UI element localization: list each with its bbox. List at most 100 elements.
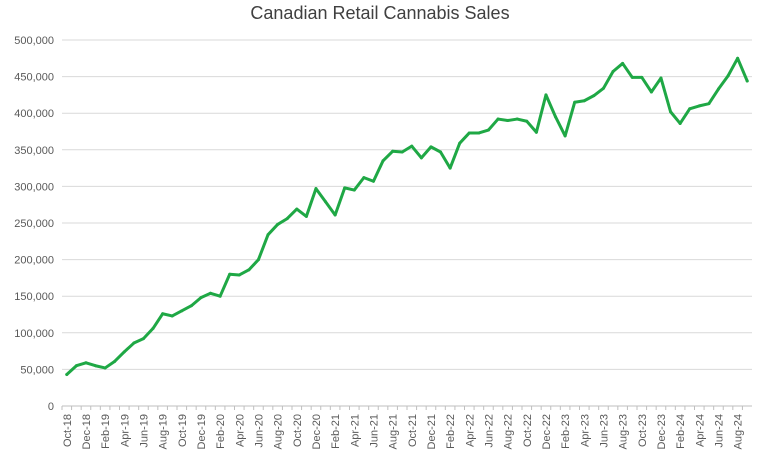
- data-point: [448, 166, 452, 170]
- x-tick-label: Apr-22: [464, 414, 476, 447]
- y-tick-label: 400,000: [14, 108, 54, 120]
- data-point: [477, 131, 481, 135]
- data-point: [180, 309, 184, 313]
- data-point: [103, 366, 107, 370]
- data-point: [640, 75, 644, 79]
- x-tick-label: Apr-23: [579, 414, 591, 447]
- y-tick-label: 50,000: [20, 364, 54, 376]
- data-point: [563, 134, 567, 138]
- x-tick-label: Aug-23: [618, 414, 630, 449]
- x-tick-label: Aug-22: [503, 414, 515, 449]
- data-point: [467, 131, 471, 135]
- data-point: [429, 145, 433, 149]
- data-point: [122, 350, 126, 354]
- data-point: [237, 273, 241, 277]
- data-point: [74, 364, 78, 368]
- y-tick-label: 0: [48, 401, 54, 413]
- data-point: [189, 304, 193, 308]
- data-point: [65, 373, 69, 377]
- x-tick-label: Oct-23: [637, 414, 649, 447]
- data-point: [151, 326, 155, 330]
- x-tick-label: Jun-23: [598, 414, 610, 448]
- data-point: [333, 213, 337, 217]
- data-point: [515, 117, 519, 121]
- data-point: [266, 233, 270, 237]
- data-point: [228, 272, 232, 276]
- y-tick-label: 300,000: [14, 181, 54, 193]
- data-point: [582, 99, 586, 103]
- series-layer: [65, 56, 749, 377]
- x-tick-label: Jun-21: [368, 414, 380, 448]
- data-point: [659, 76, 663, 80]
- x-tick-label: Oct-22: [522, 414, 534, 447]
- data-point: [678, 121, 682, 125]
- data-point: [496, 117, 500, 121]
- x-tick-label: Aug-19: [158, 414, 170, 449]
- data-point: [199, 296, 203, 300]
- data-point: [304, 214, 308, 218]
- data-point: [716, 87, 720, 91]
- data-point: [247, 268, 251, 272]
- data-point: [649, 90, 653, 94]
- chart-title: Canadian Retail Cannabis Sales: [250, 3, 510, 23]
- x-tick-label: Apr-24: [694, 414, 706, 447]
- data-point: [736, 56, 740, 60]
- data-point: [343, 186, 347, 190]
- data-point: [630, 75, 634, 79]
- y-tick-label: 250,000: [14, 218, 54, 230]
- x-axis: Oct-18 Dec-18 Feb-19 Apr-19 Jun-19 Aug-19 Oct-…: [61, 405, 752, 449]
- data-point: [209, 291, 213, 295]
- data-point: [371, 179, 375, 183]
- x-tick-label: Feb-23: [560, 414, 572, 449]
- data-point: [170, 314, 174, 318]
- data-point: [458, 141, 462, 145]
- data-point: [611, 69, 615, 73]
- x-tick-label: Dec-22: [541, 414, 553, 449]
- x-tick-label: Dec-21: [426, 414, 438, 449]
- data-point: [84, 361, 88, 365]
- data-point: [601, 86, 605, 90]
- data-point: [381, 159, 385, 163]
- x-tick-label: Feb-19: [100, 414, 112, 449]
- x-tick-label: Jun-22: [483, 414, 495, 448]
- x-tick-label: Feb-21: [330, 414, 342, 449]
- gridlines: [62, 39, 752, 370]
- data-point: [94, 364, 98, 368]
- data-point: [113, 359, 117, 363]
- data-point: [726, 74, 730, 78]
- x-tick-label: Apr-20: [234, 414, 246, 447]
- x-tick-label: Jun-19: [138, 414, 150, 448]
- data-point: [707, 102, 711, 106]
- y-tick-label: 150,000: [14, 291, 54, 303]
- data-point: [544, 93, 548, 97]
- data-point: [573, 100, 577, 104]
- x-tick-label: Oct-21: [407, 414, 419, 447]
- x-tick-label: Aug-21: [388, 414, 400, 449]
- data-point: [324, 200, 328, 204]
- data-point: [506, 119, 510, 123]
- x-tick-label: Feb-22: [445, 414, 457, 449]
- x-tick-label: Dec-18: [81, 414, 93, 449]
- data-point: [132, 341, 136, 345]
- data-point: [592, 94, 596, 98]
- data-point: [362, 176, 366, 180]
- data-point: [352, 188, 356, 192]
- x-tick-label: Apr-19: [119, 414, 131, 447]
- x-tick-label: Jun-20: [253, 414, 265, 448]
- y-tick-label: 450,000: [14, 72, 54, 84]
- x-tick-label: Dec-19: [196, 414, 208, 449]
- x-tick-label: Dec-23: [656, 414, 668, 449]
- x-tick-label: Feb-20: [215, 414, 227, 449]
- series-line: [65, 56, 749, 377]
- data-point: [419, 156, 423, 160]
- data-point: [439, 150, 443, 154]
- data-point: [141, 337, 145, 341]
- data-point: [745, 79, 749, 83]
- data-point: [391, 149, 395, 153]
- data-point: [400, 150, 404, 154]
- y-tick-label: 200,000: [14, 255, 54, 267]
- data-point: [276, 222, 280, 226]
- y-axis: 0 50,000 100,000 150,000 200,000 250,000 300,0…: [14, 35, 54, 413]
